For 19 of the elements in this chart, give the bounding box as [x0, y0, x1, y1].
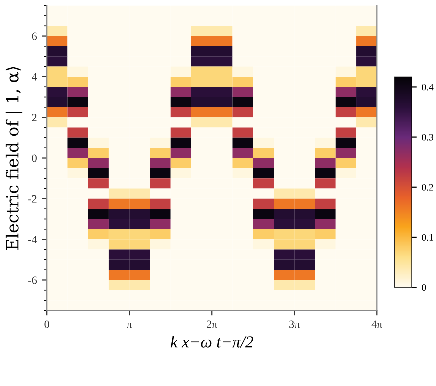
y-tick-label: -4 — [28, 236, 38, 244]
x-tick-label: π — [126, 323, 132, 328]
x-tick-label: 4π — [372, 320, 383, 328]
y-tick-label: -6 — [28, 276, 38, 284]
y-tick-label: 6 — [32, 32, 38, 40]
y-tick-label: 4 — [32, 73, 38, 81]
x-axis-title: k x−ω t−π/2 — [170, 336, 254, 348]
x-tick-label: 2π — [207, 320, 218, 328]
y-tick-label: 0 — [32, 154, 37, 162]
x-tick-label: 3π — [290, 320, 300, 328]
color-bar-label: 0.1 — [422, 234, 434, 241]
color-bar-label: 0.4 — [422, 84, 434, 91]
y-tick-label: -2 — [28, 195, 37, 203]
x-tick-label: 0 — [44, 320, 50, 328]
color-bar-label: 0.2 — [422, 184, 434, 191]
y-tick-label: 2 — [32, 114, 37, 122]
color-bar-label: 0 — [422, 284, 426, 292]
y-axis-title: Electric field of | 1, α⟩ — [6, 67, 23, 250]
color-bar-label: 0.3 — [422, 134, 434, 141]
